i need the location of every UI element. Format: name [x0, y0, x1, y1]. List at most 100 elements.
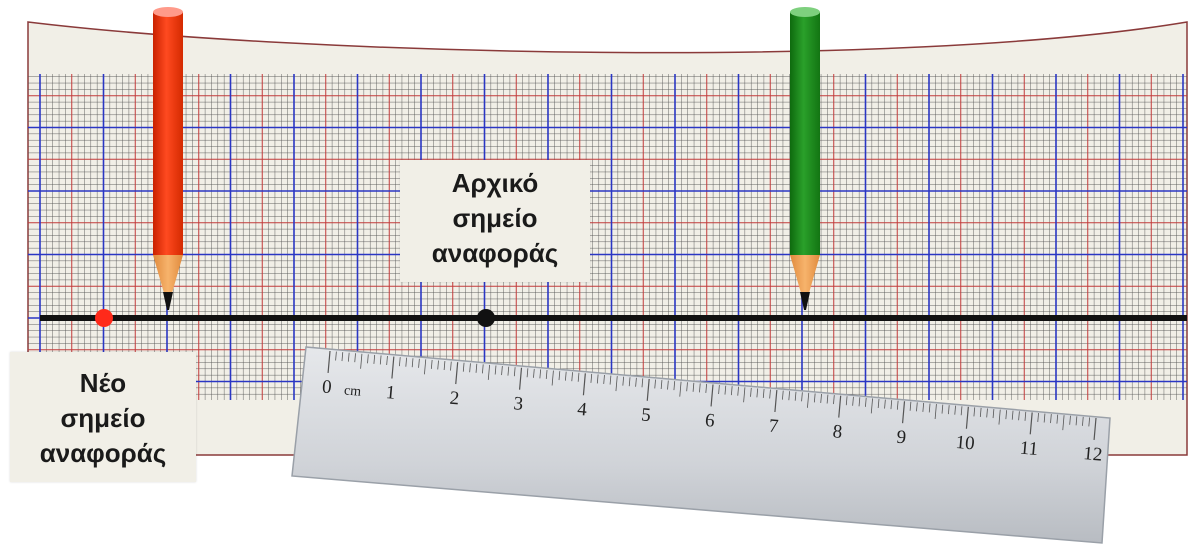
initial-reference-line-3: αναφοράς — [431, 238, 559, 268]
ruler-tick — [845, 396, 848, 406]
initial-reference-point — [477, 309, 495, 327]
ruler-tick — [628, 377, 631, 387]
ruler-tick — [865, 397, 867, 407]
green-pencil-icon — [790, 7, 820, 310]
ruler-tick — [774, 390, 778, 413]
ruler-tick-label: 0 — [321, 376, 332, 398]
ruler-tick — [418, 358, 420, 368]
ruler-icon: 0 cm 1 2 3 4 5 6 7 8 9 10 11 12 — [291, 346, 1111, 544]
ruler-tick — [934, 404, 937, 420]
ruler-tick — [884, 399, 886, 409]
ruler-tick — [1024, 411, 1027, 421]
ruler-tick — [539, 369, 542, 379]
ruler-tick — [870, 398, 873, 414]
ruler-tick — [1037, 412, 1039, 422]
ruler-tick — [360, 353, 363, 369]
initial-reference-line-1: Αρχικό — [451, 168, 539, 198]
initial-reference-line-2: σημείο — [452, 203, 538, 233]
ruler-tick — [373, 354, 376, 364]
ruler-tick — [501, 366, 503, 376]
ruler-tick — [615, 376, 618, 392]
ruler-tick — [782, 390, 784, 400]
ruler-tick — [1043, 413, 1046, 423]
ruler-tick — [430, 359, 433, 369]
ruler-tick — [386, 355, 388, 366]
ruler-tick — [813, 393, 816, 403]
ruler-tick — [354, 353, 356, 363]
ruler-tick — [954, 405, 956, 415]
ruler-tick — [443, 361, 446, 371]
ruler-tick — [590, 373, 593, 383]
ruler-tick — [998, 409, 1001, 425]
ruler-tick-label: 12 — [1082, 443, 1103, 466]
ruler-tick — [686, 382, 688, 392]
ruler-tick — [801, 392, 803, 402]
ruler-tick — [877, 398, 880, 409]
ruler-tick — [469, 363, 471, 373]
grid-fine-lines — [28, 74, 1187, 400]
ruler-tick — [399, 357, 401, 367]
ruler-tick — [565, 371, 567, 381]
ruler-tick — [807, 392, 810, 408]
ruler-tick-label: 9 — [896, 427, 907, 449]
ruler-tick — [737, 386, 739, 396]
new-reference-line-2: σημείο — [60, 403, 146, 433]
ruler-tick — [901, 401, 906, 424]
ruler-tick — [482, 364, 484, 374]
ruler-tick — [1056, 414, 1059, 424]
ruler-tick — [1050, 414, 1052, 424]
ruler-tick — [667, 380, 669, 390]
ruler-tick — [513, 367, 516, 377]
ruler-tick — [533, 368, 535, 378]
ruler-tick — [794, 391, 797, 401]
ruler-tick-label: 3 — [513, 393, 524, 415]
ruler-tick — [455, 362, 459, 385]
ruler-tick — [718, 385, 720, 395]
ruler-tick — [327, 350, 331, 373]
ruler-tick — [1088, 417, 1091, 427]
ruler-tick — [494, 365, 497, 375]
ruler-tick — [582, 373, 586, 396]
ruler-tick — [750, 387, 752, 397]
ruler-tick — [462, 362, 465, 372]
ruler-tick-label: 10 — [955, 432, 976, 455]
ruler-tick — [756, 388, 759, 398]
ruler-tick — [379, 355, 382, 365]
ruler-tick — [424, 359, 427, 375]
ruler-tick — [838, 395, 842, 418]
ruler-tick — [896, 400, 899, 410]
ruler-tick — [405, 357, 407, 367]
ruler-tick — [341, 352, 344, 362]
ruler-tick — [518, 367, 523, 390]
ruler-tick — [1005, 410, 1008, 420]
ruler-tick — [526, 368, 529, 378]
ruler-tick — [571, 372, 573, 382]
ruler-tick — [973, 407, 976, 417]
ruler-tick — [699, 383, 701, 393]
new-reference-line-1: Νέο — [79, 368, 127, 398]
ruler-tick — [487, 364, 490, 380]
ruler-tick — [411, 358, 414, 368]
ruler-tick — [730, 386, 733, 396]
ruler-tick — [948, 405, 950, 415]
ruler-tick — [609, 375, 612, 385]
ruler-tick — [679, 381, 682, 397]
ruler-tick — [646, 378, 650, 401]
ruler-tick — [660, 379, 663, 390]
ruler-tick — [673, 381, 676, 391]
ruler-tick — [1011, 410, 1014, 420]
ruler-tick — [1018, 411, 1020, 421]
ruler-tick-label: 5 — [640, 404, 651, 426]
new-reference-line-3: αναφοράς — [39, 438, 167, 468]
ruler-tick-label: 8 — [832, 421, 843, 443]
ruler-tick — [654, 379, 656, 389]
ruler-tick — [635, 377, 637, 387]
ruler-tick — [762, 388, 765, 398]
ruler-tick — [1082, 416, 1084, 426]
ruler-tick — [890, 400, 893, 410]
grid-minor-lines — [28, 74, 1187, 400]
ruler-tick — [603, 374, 605, 385]
ruler-tick — [437, 360, 439, 370]
ruler-tick — [922, 402, 925, 412]
ruler-tick — [1062, 415, 1065, 431]
